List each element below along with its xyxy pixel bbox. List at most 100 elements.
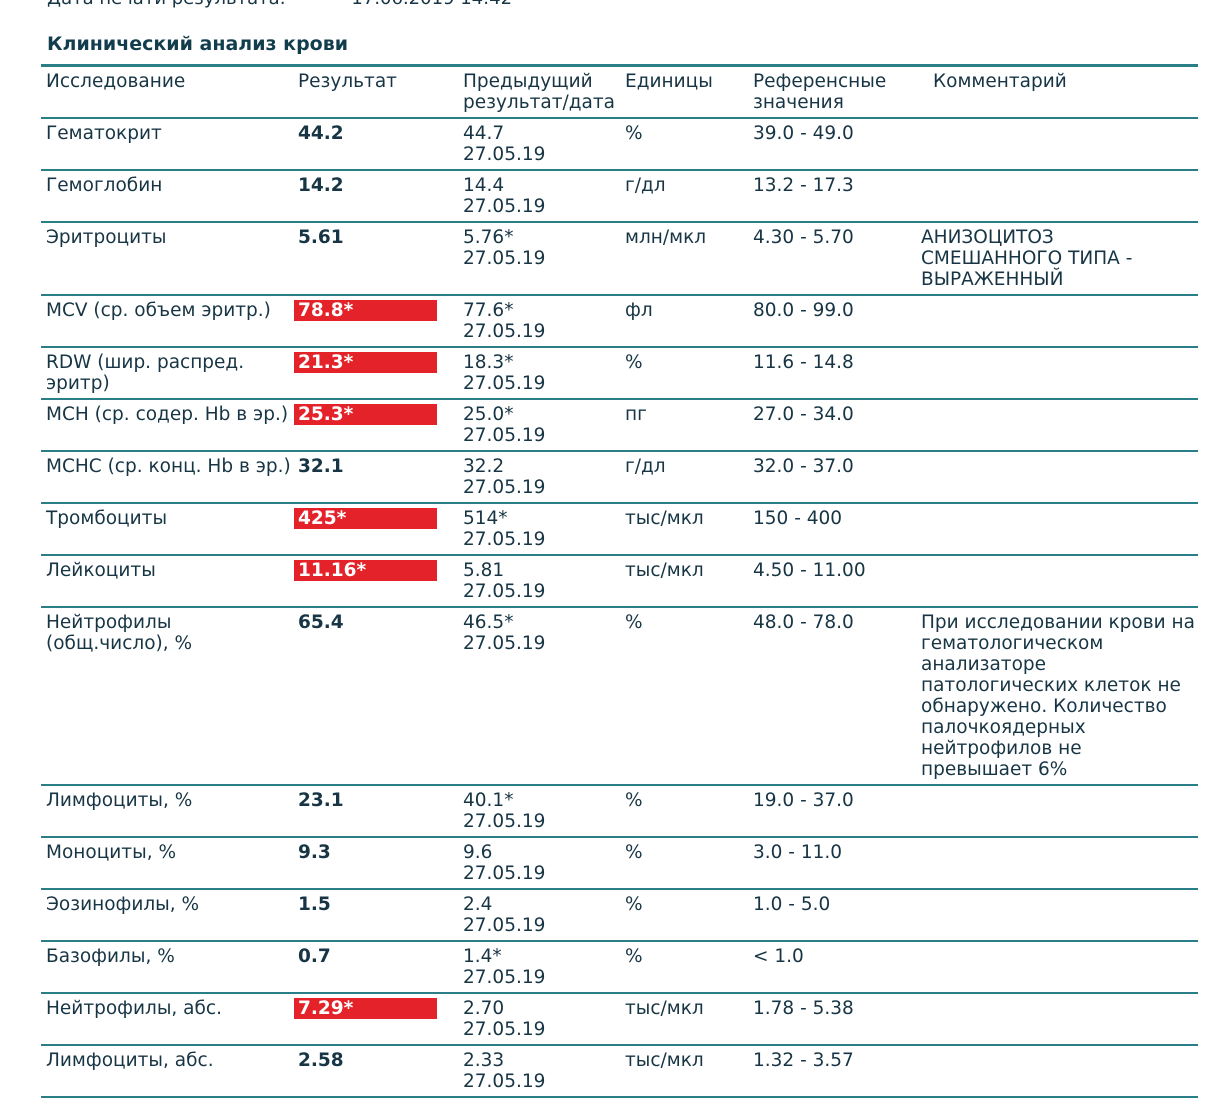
previous-date: 27.05.19 [463,1071,546,1092]
result-value: 65.4 [298,612,344,633]
comment [921,894,1198,936]
comment [921,842,1198,884]
reference-range: 27.0 - 34.0 [753,404,854,425]
comment [921,300,1198,342]
previous-result: 9.6 [463,842,493,863]
units: млн/мкл [625,227,707,248]
previous-result: 77.6* [463,300,514,321]
table-row: MCHC (ср. конц. Hb в эр.) 32.1 32.2 27.05… [41,452,1198,504]
units: пг [625,404,647,425]
reference-range: 1.78 - 5.38 [753,998,854,1019]
previous-result: 2.4 [463,894,493,915]
previous-date: 27.05.19 [463,967,546,988]
previous-result: 14.4 [463,175,505,196]
table-row: Эозинофилы, % 1.5 2.4 27.05.19 % 1.0 - 5.… [41,890,1198,942]
reference-range: < 1.0 [753,946,804,967]
previous-result: 5.81 [463,560,505,581]
previous-date: 27.05.19 [463,477,546,498]
flagged-result: 78.8* [294,300,437,321]
comment [921,508,1198,550]
result-value: 1.5 [298,894,331,915]
previous-result: 32.2 [463,456,505,477]
comment: АНИЗОЦИТОЗ СМЕШАННОГО ТИПА - ВЫРАЖЕННЫЙ [921,227,1133,290]
previous-result: 40.1* [463,790,514,811]
header-reference: Референсные значения [753,71,887,113]
previous-date: 27.05.19 [463,915,546,936]
header-result: Результат [298,71,397,92]
units: % [625,946,643,967]
reference-range: 13.2 - 17.3 [753,175,854,196]
test-name: Базофилы, % [46,946,175,967]
test-name: Нейтрофилы (общ.число), % [46,612,193,654]
flagged-result: 11.16* [294,560,437,581]
header-test: Исследование [46,71,186,92]
comment [921,456,1198,498]
previous-result: 1.4* [463,946,502,967]
test-name: Моноциты, % [46,842,177,863]
comment [921,175,1198,217]
reference-range: 11.6 - 14.8 [753,352,854,373]
reference-range: 32.0 - 37.0 [753,456,854,477]
reference-range: 4.50 - 11.00 [753,560,866,581]
result-value: 5.61 [298,227,344,248]
previous-date: 27.05.19 [463,248,546,269]
reference-range: 4.30 - 5.70 [753,227,854,248]
previous-date: 27.05.19 [463,581,546,602]
previous-date: 27.05.19 [463,321,546,342]
result-value: 2.58 [298,1050,344,1071]
table-row: Лимфоциты, % 23.1 40.1* 27.05.19 % 19.0 -… [41,786,1198,838]
result-value: 9.3 [298,842,331,863]
test-name: RDW (шир. распред. эритр) [46,352,245,394]
print-date-label: Дата печати результата: [47,0,286,9]
flagged-result: 21.3* [294,352,437,373]
table-row: Гемоглобин 14.2 14.4 27.05.19 г/дл 13.2 -… [41,171,1198,223]
comment [921,123,1198,165]
results-table: Исследование Результат Предыдущий резуль… [41,64,1198,1098]
previous-date: 27.05.19 [463,633,546,654]
units: тыс/мкл [625,998,704,1019]
comment: При исследовании крови на гематологическ… [921,612,1195,780]
test-name: Гематокрит [46,123,162,144]
previous-result: 2.70 [463,998,505,1019]
units: г/дл [625,456,666,477]
flagged-result: 425* [294,508,437,529]
comment [921,790,1198,832]
previous-date: 27.05.19 [463,196,546,217]
table-row: Лимфоциты, абс. 2.58 2.33 27.05.19 тыс/мк… [41,1046,1198,1098]
test-name: Гемоглобин [46,175,163,196]
comment [921,352,1198,394]
reference-range: 80.0 - 99.0 [753,300,854,321]
test-name: Тромбоциты [46,508,168,529]
result-value: 32.1 [298,456,344,477]
units: фл [625,300,653,321]
previous-date: 27.05.19 [463,425,546,446]
reference-range: 19.0 - 37.0 [753,790,854,811]
header-previous: Предыдущий результат/дата [463,71,616,113]
units: % [625,842,643,863]
previous-result: 2.33 [463,1050,505,1071]
reference-range: 3.0 - 11.0 [753,842,843,863]
test-name: Лейкоциты [46,560,156,581]
table-row: MCH (ср. содер. Hb в эр.) 25.3* 25.0* 27.… [41,400,1198,452]
comment [921,946,1198,988]
print-date-value: 17.06.2019 14:42 [351,0,512,9]
previous-date: 27.05.19 [463,1019,546,1040]
comment [921,404,1198,446]
units: % [625,123,643,144]
table-row: Моноциты, % 9.3 9.6 27.05.19 % 3.0 - 11.0 [41,838,1198,890]
result-value: 0.7 [298,946,331,967]
comment [921,998,1198,1040]
units: % [625,352,643,373]
previous-result: 46.5* [463,612,514,633]
header-units: Единицы [625,71,713,92]
comment [921,560,1198,602]
units: тыс/мкл [625,508,704,529]
reference-range: 48.0 - 78.0 [753,612,854,633]
test-name: MCH (ср. содер. Hb в эр.) [46,404,289,425]
result-value: 44.2 [298,123,344,144]
previous-date: 27.05.19 [463,373,546,394]
comment [921,1050,1198,1092]
reference-range: 1.32 - 3.57 [753,1050,854,1071]
reference-range: 150 - 400 [753,508,843,529]
test-name: Эозинофилы, % [46,894,200,915]
